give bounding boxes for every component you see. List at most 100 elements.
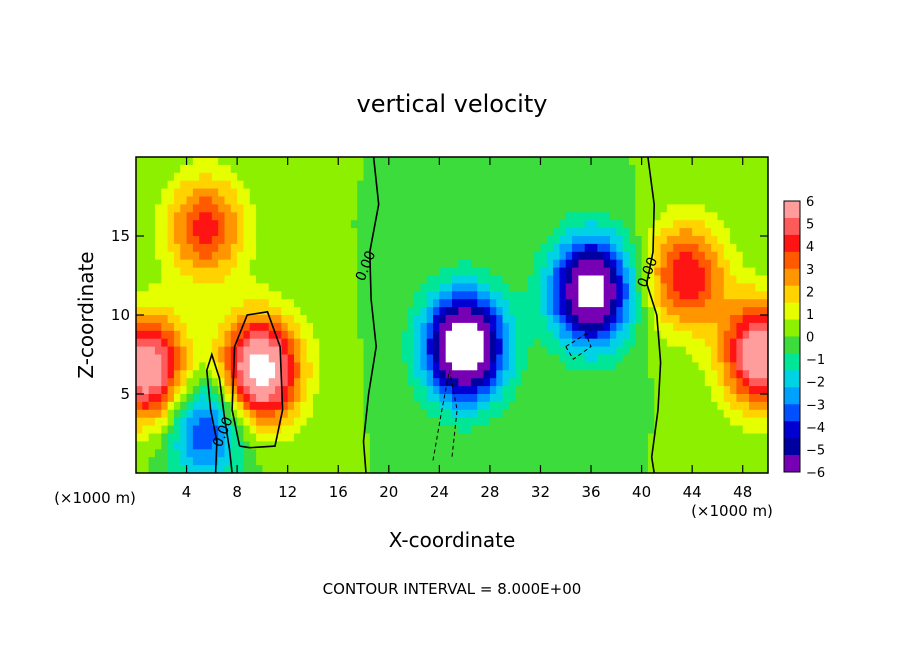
field-cell bbox=[300, 370, 308, 379]
field-cell bbox=[572, 291, 579, 300]
field-cell bbox=[673, 370, 681, 379]
field-cell bbox=[433, 354, 440, 363]
field-cell bbox=[148, 236, 156, 245]
field-cell bbox=[515, 338, 523, 348]
field-cell bbox=[426, 322, 434, 332]
field-cell bbox=[199, 243, 207, 253]
field-cell bbox=[230, 409, 238, 419]
field-cell bbox=[692, 465, 700, 473]
field-cell bbox=[565, 354, 573, 363]
field-cell bbox=[243, 322, 251, 332]
field-cell bbox=[692, 204, 700, 213]
field-cell bbox=[749, 425, 756, 435]
field-cell bbox=[325, 354, 333, 363]
field-cell bbox=[565, 164, 573, 174]
field-cell bbox=[641, 394, 649, 403]
field-cell bbox=[319, 362, 327, 371]
field-cell bbox=[180, 236, 188, 245]
field-cell bbox=[464, 259, 472, 269]
field-cell bbox=[338, 457, 346, 466]
field-cell bbox=[698, 228, 706, 237]
field-cell bbox=[660, 291, 668, 300]
field-cell bbox=[306, 409, 314, 419]
field-cell bbox=[458, 409, 466, 419]
field-cell bbox=[319, 172, 327, 182]
field-cell bbox=[647, 236, 655, 245]
field-cell bbox=[281, 401, 289, 411]
field-cell bbox=[515, 283, 523, 292]
field-cell bbox=[376, 338, 384, 348]
field-cell bbox=[350, 409, 358, 419]
field-cell bbox=[515, 417, 523, 427]
field-cell bbox=[584, 370, 592, 379]
field-cell bbox=[496, 441, 504, 450]
field-cell bbox=[287, 172, 295, 182]
field-cell bbox=[154, 267, 162, 277]
field-cell bbox=[401, 307, 409, 316]
field-cell bbox=[161, 236, 169, 245]
field-cell bbox=[553, 354, 561, 363]
field-cell bbox=[186, 322, 194, 332]
field-cell bbox=[237, 196, 245, 205]
field-cell bbox=[452, 370, 459, 379]
field-cell bbox=[445, 417, 453, 427]
field-cell bbox=[300, 204, 308, 213]
field-cell bbox=[306, 346, 314, 356]
field-cell bbox=[622, 330, 630, 340]
field-cell bbox=[338, 315, 346, 324]
field-cell bbox=[635, 417, 643, 427]
field-cell bbox=[736, 172, 744, 182]
field-cell bbox=[660, 394, 668, 403]
field-cell bbox=[312, 441, 320, 450]
field-cell bbox=[489, 370, 497, 379]
field-cell bbox=[407, 394, 415, 403]
field-cell bbox=[534, 370, 542, 379]
field-cell bbox=[540, 236, 548, 245]
field-cell bbox=[761, 251, 768, 261]
field-cell bbox=[211, 196, 219, 205]
field-cell bbox=[578, 354, 586, 363]
field-cell bbox=[407, 354, 415, 363]
field-cell bbox=[344, 196, 352, 205]
field-cell bbox=[546, 275, 554, 284]
field-cell bbox=[401, 433, 409, 442]
field-cell bbox=[565, 457, 573, 466]
field-cell bbox=[527, 259, 535, 269]
field-cell bbox=[230, 433, 238, 442]
field-cell bbox=[382, 259, 390, 269]
field-cell bbox=[692, 330, 700, 340]
field-cell bbox=[692, 212, 700, 221]
field-cell bbox=[723, 243, 731, 253]
field-cell bbox=[224, 322, 232, 332]
field-cell bbox=[521, 196, 529, 205]
field-cell bbox=[350, 172, 358, 182]
field-cell bbox=[388, 172, 396, 182]
field-cell bbox=[338, 275, 346, 284]
field-cell bbox=[704, 457, 712, 466]
field-cell bbox=[584, 188, 592, 198]
field-cell bbox=[192, 378, 200, 387]
field-cell bbox=[312, 354, 320, 363]
field-cell bbox=[742, 228, 750, 237]
field-cell bbox=[755, 346, 763, 356]
field-cell bbox=[508, 354, 516, 363]
field-cell bbox=[749, 394, 756, 403]
field-cell bbox=[439, 259, 447, 269]
field-cell bbox=[439, 401, 447, 411]
field-cell bbox=[515, 212, 523, 221]
field-cell bbox=[369, 465, 377, 473]
field-cell bbox=[666, 457, 674, 466]
field-cell bbox=[154, 251, 162, 261]
field-cell bbox=[218, 157, 226, 166]
field-cell bbox=[534, 243, 542, 253]
field-cell bbox=[287, 354, 295, 363]
field-cell bbox=[325, 449, 333, 458]
field-cell bbox=[388, 228, 396, 237]
field-cell bbox=[338, 157, 346, 166]
field-cell bbox=[161, 196, 169, 205]
field-cell bbox=[420, 259, 428, 269]
field-cell bbox=[698, 180, 706, 190]
field-cell bbox=[521, 259, 529, 269]
field-cell bbox=[249, 188, 257, 198]
field-cell bbox=[755, 275, 763, 284]
